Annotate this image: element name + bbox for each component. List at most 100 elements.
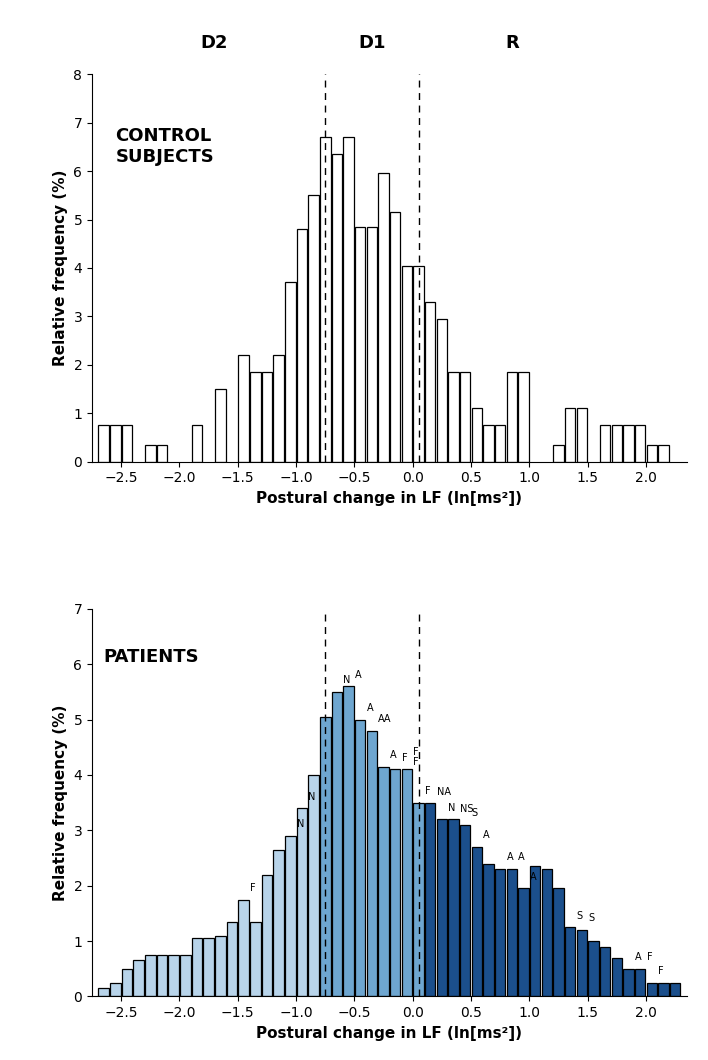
Bar <box>192 425 202 462</box>
Bar <box>156 955 167 996</box>
Bar <box>331 154 342 462</box>
Bar <box>320 137 331 462</box>
Bar <box>145 955 156 996</box>
Text: S: S <box>576 911 583 920</box>
Bar <box>507 372 517 462</box>
Bar <box>262 874 272 996</box>
Text: N: N <box>309 792 316 801</box>
Bar <box>437 819 447 996</box>
Text: A: A <box>530 871 537 882</box>
Bar <box>460 372 470 462</box>
Bar <box>273 355 284 462</box>
Bar <box>215 389 226 462</box>
Bar <box>98 425 109 462</box>
Bar <box>495 869 506 996</box>
Bar <box>297 229 307 462</box>
Bar <box>612 957 622 996</box>
Bar <box>215 936 226 996</box>
Bar <box>553 445 564 462</box>
Bar <box>576 408 587 462</box>
Bar <box>401 265 412 462</box>
Bar <box>367 227 377 462</box>
Bar <box>658 445 668 462</box>
Bar <box>390 212 401 462</box>
Bar <box>635 425 646 462</box>
Bar <box>343 137 354 462</box>
Text: AA: AA <box>378 714 392 724</box>
Bar <box>122 425 132 462</box>
Y-axis label: Relative frequency (%): Relative frequency (%) <box>53 705 68 901</box>
Bar <box>239 900 249 996</box>
Bar <box>331 692 342 996</box>
Text: D1: D1 <box>358 34 386 52</box>
Text: F: F <box>425 787 430 796</box>
Bar <box>355 720 365 996</box>
Text: A: A <box>367 703 373 713</box>
Text: D2: D2 <box>201 34 228 52</box>
Bar <box>145 445 156 462</box>
Bar <box>448 372 459 462</box>
Bar <box>576 930 587 996</box>
Text: NA: NA <box>437 788 450 797</box>
Bar <box>390 770 401 996</box>
Bar <box>484 864 493 996</box>
Text: F
F: F F <box>413 747 419 766</box>
Bar <box>646 445 657 462</box>
Bar <box>309 195 319 462</box>
Bar <box>600 425 610 462</box>
Bar <box>378 174 389 462</box>
Bar <box>437 319 447 462</box>
Bar <box>658 983 668 996</box>
Text: F: F <box>401 753 407 763</box>
Bar <box>285 836 295 996</box>
Bar <box>507 869 517 996</box>
Bar <box>472 408 482 462</box>
Bar <box>156 445 167 462</box>
Bar <box>530 866 540 996</box>
Bar <box>484 425 493 462</box>
Bar <box>239 355 249 462</box>
Bar <box>623 425 634 462</box>
Bar <box>518 372 529 462</box>
Text: A: A <box>355 670 362 679</box>
Bar <box>98 988 109 996</box>
Bar <box>425 302 435 462</box>
Bar <box>250 372 261 462</box>
Bar <box>542 869 552 996</box>
Text: A: A <box>518 852 525 863</box>
Bar <box>472 847 482 996</box>
Bar <box>309 775 319 996</box>
Text: F: F <box>658 966 664 976</box>
Y-axis label: Relative frequency (%): Relative frequency (%) <box>53 170 68 366</box>
Bar <box>646 983 657 996</box>
Bar <box>378 766 389 996</box>
Bar <box>425 802 435 996</box>
Bar <box>612 425 622 462</box>
Bar <box>565 928 576 996</box>
Text: N: N <box>297 819 304 829</box>
Bar <box>320 717 331 996</box>
Bar <box>285 282 295 462</box>
Text: N: N <box>448 802 456 813</box>
Bar <box>460 825 470 996</box>
Text: S: S <box>588 914 594 923</box>
X-axis label: Postural change in LF (ln[ms²]): Postural change in LF (ln[ms²]) <box>256 491 523 506</box>
Text: S: S <box>472 808 478 818</box>
Bar <box>495 425 506 462</box>
Bar <box>565 408 576 462</box>
Bar <box>250 922 261 996</box>
Bar <box>110 983 120 996</box>
Bar <box>518 888 529 996</box>
Bar <box>413 265 424 462</box>
Bar <box>635 969 646 996</box>
Text: A: A <box>507 852 513 863</box>
Bar <box>262 372 272 462</box>
Text: F: F <box>250 883 256 893</box>
Text: CONTROL
SUBJECTS: CONTROL SUBJECTS <box>115 127 214 166</box>
Text: A: A <box>484 830 490 841</box>
Bar <box>401 770 412 996</box>
Text: A: A <box>390 750 396 760</box>
Bar <box>343 687 354 996</box>
Bar <box>180 955 190 996</box>
X-axis label: Postural change in LF (ln[ms²]): Postural change in LF (ln[ms²]) <box>256 1026 523 1041</box>
